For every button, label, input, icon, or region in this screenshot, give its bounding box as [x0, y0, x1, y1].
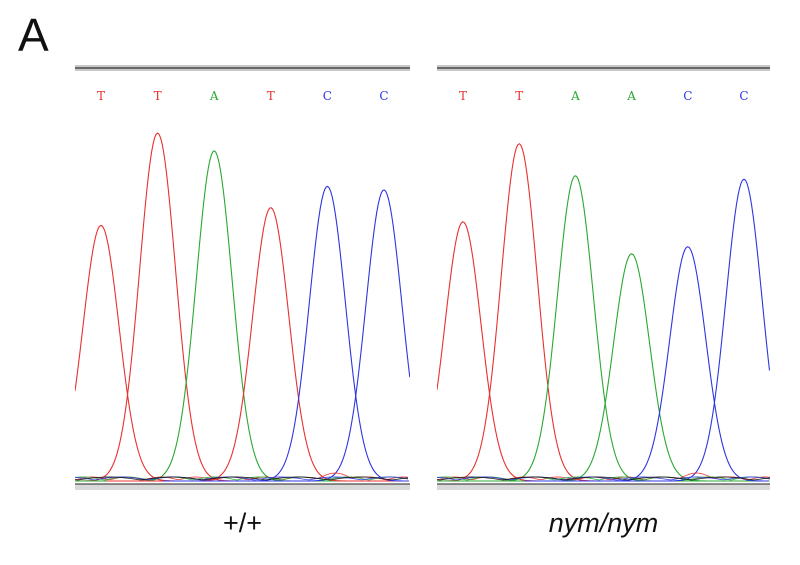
noise-trace-c [75, 476, 409, 481]
base-call-t: T [97, 89, 105, 103]
peak-trace-c [524, 246, 769, 482]
base-call-t: T [459, 89, 467, 103]
noise-trace-g [437, 476, 770, 481]
noise-trace-c [437, 476, 770, 481]
base-call-t: T [267, 89, 275, 103]
base-call-a: A [209, 89, 219, 103]
wildtype-genotype-label: +/+ [222, 508, 263, 538]
peak-trace-a [437, 175, 739, 482]
peak-trace-a [468, 253, 770, 482]
baseline-band [437, 484, 770, 490]
base-call-c: C [683, 89, 692, 103]
peak-trace-t [75, 224, 266, 482]
base-call-a: A [626, 89, 636, 103]
peak-trace-t [75, 132, 321, 482]
peak-trace-c [162, 185, 409, 482]
base-call-a: A [570, 89, 580, 103]
baseline-band [75, 484, 410, 490]
base-call-c: C [379, 89, 388, 103]
peak-trace-c [580, 178, 770, 482]
noise-trace-g [75, 476, 409, 481]
base-call-c: C [739, 89, 748, 103]
base-call-t: T [515, 89, 523, 103]
mutant-genotype-label: nym/nym [548, 508, 659, 538]
base-call-t: T [154, 89, 162, 103]
peak-trace-t [106, 207, 410, 482]
base-call-c: C [323, 89, 332, 103]
peak-trace-t [437, 143, 682, 482]
panel-label: A [18, 9, 49, 61]
peak-trace-c [219, 189, 410, 482]
